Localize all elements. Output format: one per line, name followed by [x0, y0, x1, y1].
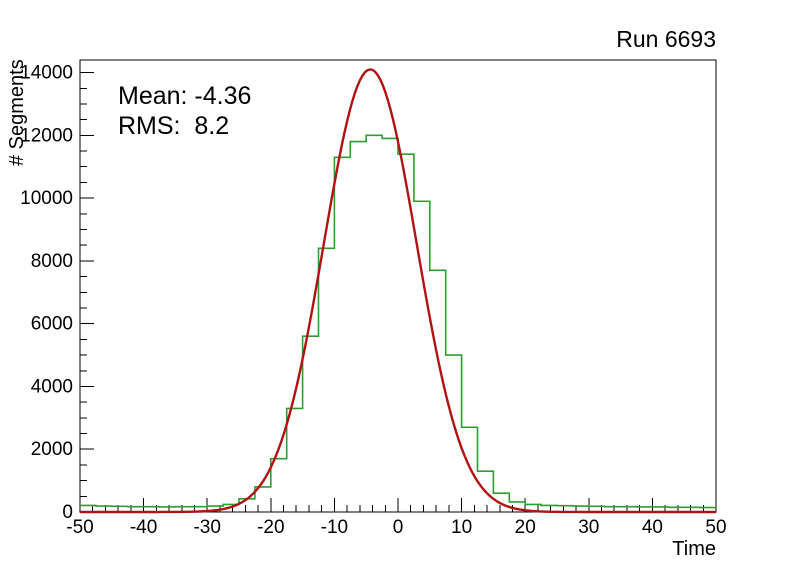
y-tick-label: 8000 — [31, 251, 73, 272]
x-tick-label: -10 — [321, 517, 348, 538]
y-tick-label: 4000 — [31, 376, 73, 397]
x-tick-label: 0 — [393, 517, 404, 538]
y-axis-title: # Segments — [6, 59, 28, 166]
x-axis-title: Time — [672, 538, 716, 560]
chart-title: Run 6693 — [616, 26, 716, 52]
rms-annotation: RMS: 8.2 — [118, 112, 230, 140]
x-tick-label: 40 — [642, 517, 663, 538]
fit-curve — [80, 68, 716, 514]
y-tick-label: 0 — [62, 502, 73, 523]
x-tick-label: -50 — [66, 517, 93, 538]
y-tick-label: 6000 — [31, 314, 73, 335]
y-tick-label: 14000 — [20, 63, 73, 84]
mean-annotation: Mean: -4.36 — [118, 82, 252, 110]
x-tick-label: -40 — [130, 517, 157, 538]
x-tick-label: 50 — [705, 517, 726, 538]
histogram-line — [80, 134, 716, 509]
x-tick-label: 10 — [451, 517, 472, 538]
y-tick-label: 2000 — [31, 439, 73, 460]
y-tick-label: 10000 — [20, 188, 73, 209]
y-tick-label: 12000 — [20, 125, 73, 146]
x-tick-label: -20 — [257, 517, 284, 538]
x-tick-label: -30 — [193, 517, 220, 538]
x-tick-label: 20 — [515, 517, 536, 538]
x-tick-label: 30 — [578, 517, 599, 538]
